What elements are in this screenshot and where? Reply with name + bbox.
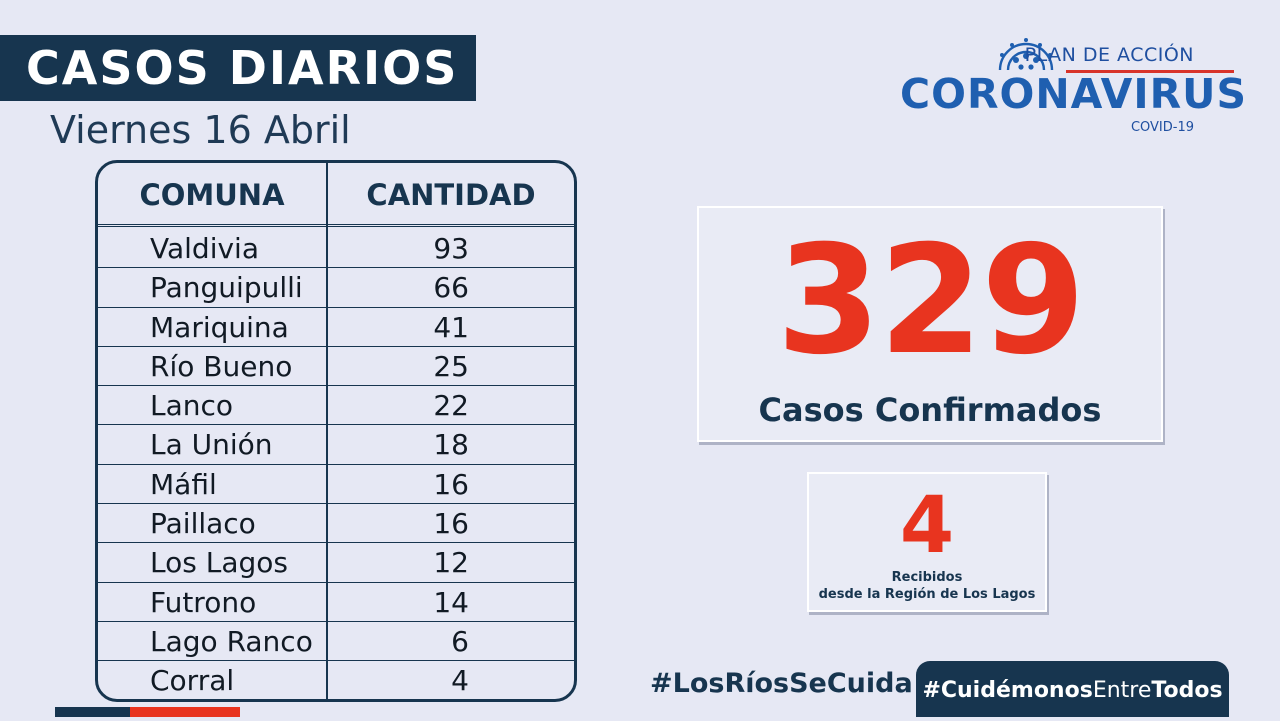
hashtag-part-todos: Todos	[1151, 678, 1223, 703]
cantidad-cell: 6	[451, 624, 469, 658]
confirmed-label: Casos Confirmados	[758, 391, 1102, 429]
cases-table: COMUNA CANTIDAD Valdivia 93 Panguipulli …	[95, 160, 577, 702]
comuna-cell: Corral	[150, 664, 235, 698]
cantidad-cell: 16	[433, 467, 469, 501]
comuna-cell: Río Bueno	[150, 349, 293, 383]
cantidad-cell: 12	[433, 546, 469, 580]
comuna-cell: Lago Ranco	[150, 624, 313, 658]
dotted-dome-icon	[998, 38, 1054, 71]
comuna-cell: Máfil	[150, 467, 217, 501]
comuna-cell: Mariquina	[150, 310, 289, 344]
cantidad-cell: 66	[433, 271, 469, 305]
table-row: Futrono 14	[98, 583, 574, 622]
table-row: Lanco 22	[98, 386, 574, 426]
hashtag-part-cuidemonos: #Cuidémonos	[922, 678, 1093, 703]
cantidad-cell: 22	[433, 389, 469, 423]
page-title: CASOS DIARIOS	[0, 35, 476, 101]
table-row: Paillaco 16	[98, 504, 574, 544]
header-comuna: COMUNA	[139, 178, 285, 212]
column-divider	[326, 163, 328, 699]
logo-plan-text: PLAN DE ACCIÓN	[1024, 44, 1194, 66]
confirmed-cases-card: 329 Casos Confirmados	[697, 206, 1163, 442]
table-row: Río Bueno 25	[98, 347, 574, 387]
table-row: Valdivia 93	[98, 229, 574, 269]
table-row: Los Lagos 12	[98, 543, 574, 583]
cantidad-cell: 18	[433, 428, 469, 462]
cantidad-cell: 14	[433, 585, 469, 619]
comuna-cell: Lanco	[150, 389, 234, 423]
confirmed-number: 329	[776, 214, 1085, 388]
comuna-cell: Paillaco	[150, 507, 256, 541]
cantidad-cell: 16	[433, 507, 469, 541]
logo-main-text: CORONAVIRUS	[900, 70, 1248, 118]
footer-bar-red	[130, 707, 240, 717]
table-header: COMUNA CANTIDAD	[98, 163, 574, 227]
received-source-label: desde la Región de Los Lagos	[818, 587, 1036, 602]
comuna-cell: Panguipulli	[150, 271, 303, 305]
table-body: Valdivia 93 Panguipulli 66 Mariquina 41 …	[98, 229, 574, 699]
cantidad-cell: 25	[433, 349, 469, 383]
cantidad-cell: 41	[433, 310, 469, 344]
table-row: Panguipulli 66	[98, 268, 574, 308]
coronavirus-logo: PLAN DE ACCIÓN CORONAVIRUS COVID-19	[900, 30, 1246, 140]
hashtag-losrios: #LosRíosSeCuida	[650, 668, 913, 699]
logo-underline	[1066, 70, 1234, 73]
table-row: La Unión 18	[98, 425, 574, 465]
received-label: Recibidos	[891, 570, 963, 585]
comuna-cell: Valdivia	[150, 232, 259, 265]
hashtag-cuidemonos: #CuidémonosEntreTodos	[916, 661, 1229, 717]
table-row: Lago Ranco 6	[98, 622, 574, 662]
table-row: Mariquina 41	[98, 308, 574, 347]
header-cantidad: CANTIDAD	[366, 178, 536, 212]
comuna-cell: Los Lagos	[150, 546, 288, 580]
cantidad-cell: 4	[451, 664, 469, 698]
comuna-cell: La Unión	[150, 428, 273, 462]
table-row: Corral 4	[98, 661, 574, 699]
comuna-cell: Futrono	[150, 585, 257, 619]
received-number: 4	[899, 481, 955, 571]
received-cases-card: 4 Recibidos desde la Región de Los Lagos	[807, 472, 1047, 612]
table-row: Máfil 16	[98, 465, 574, 505]
date-label: Viernes 16 Abril	[50, 108, 351, 152]
hashtag-part-entre: Entre	[1092, 678, 1152, 703]
logo-sub-text: COVID-19	[1130, 120, 1194, 135]
footer-bar-navy	[55, 707, 130, 717]
cantidad-cell: 93	[433, 232, 469, 265]
